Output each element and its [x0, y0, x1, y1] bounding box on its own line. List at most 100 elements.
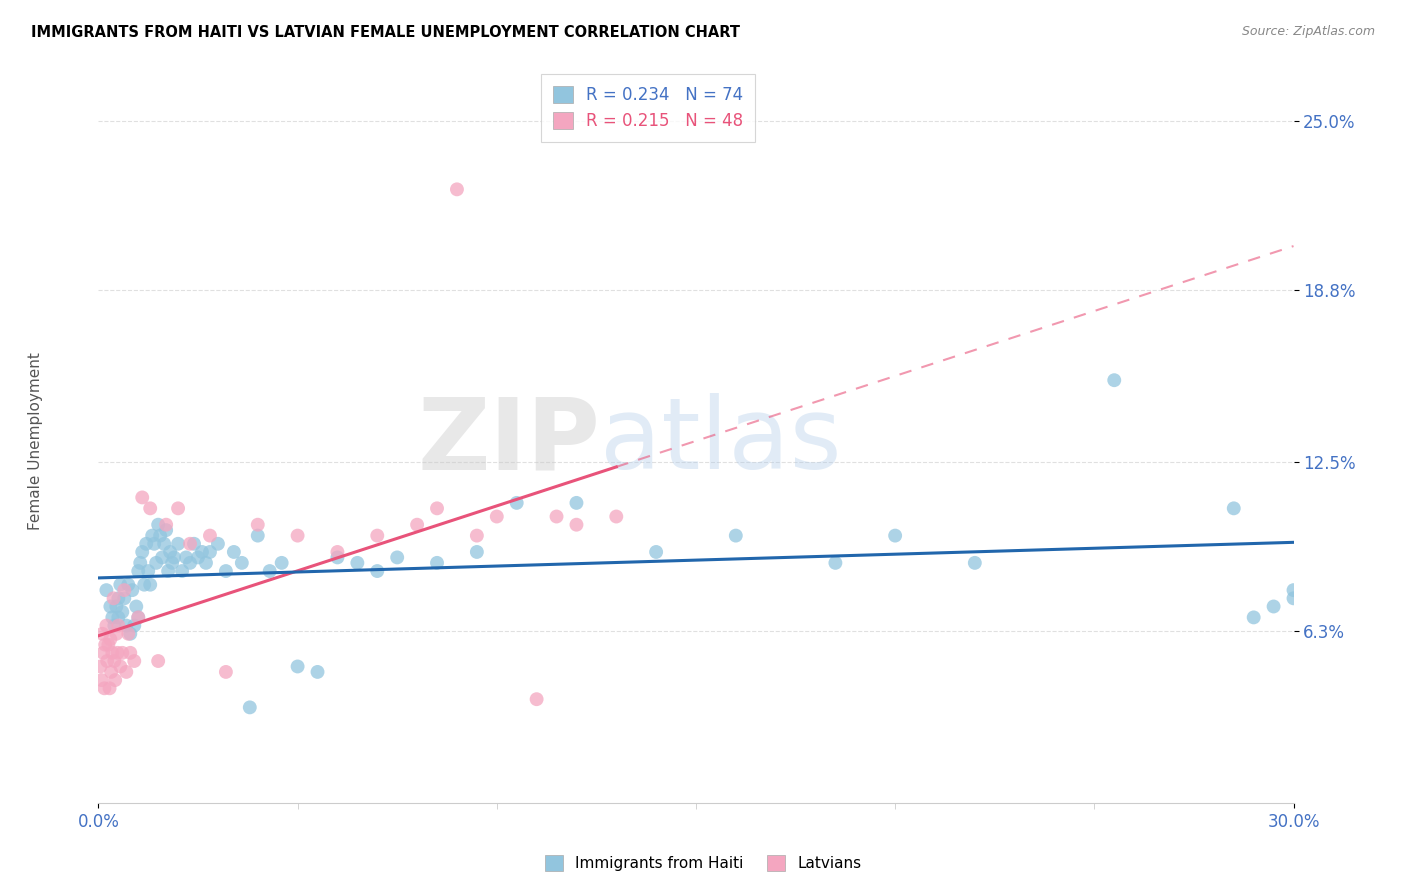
Point	[346, 556, 368, 570]
Point	[101, 610, 124, 624]
Point	[117, 626, 139, 640]
Point	[884, 528, 907, 542]
Point	[131, 491, 153, 505]
Point	[120, 626, 142, 640]
Point	[98, 681, 121, 696]
Point	[96, 583, 118, 598]
Y-axis label: Female Unemployment: Female Unemployment	[28, 352, 42, 531]
Point	[148, 517, 170, 532]
Point	[163, 550, 186, 565]
Point	[207, 537, 229, 551]
Point	[104, 673, 127, 687]
Point	[366, 528, 388, 542]
Point	[149, 528, 172, 542]
Point	[98, 599, 122, 614]
Point	[1263, 599, 1285, 614]
Point	[155, 523, 177, 537]
Point	[96, 654, 118, 668]
Point	[724, 528, 747, 542]
Point	[111, 646, 134, 660]
Text: ZIP: ZIP	[418, 393, 600, 490]
Point	[198, 528, 221, 542]
Point	[110, 659, 132, 673]
Point	[287, 659, 309, 673]
Legend: R = 0.234   N = 74, R = 0.215   N = 48: R = 0.234 N = 74, R = 0.215 N = 48	[541, 74, 755, 142]
Point	[136, 564, 159, 578]
Point	[326, 550, 349, 565]
Point	[167, 501, 190, 516]
Point	[1282, 591, 1305, 606]
Text: atlas: atlas	[600, 393, 842, 490]
Point	[107, 646, 129, 660]
Legend: Immigrants from Haiti, Latvians: Immigrants from Haiti, Latvians	[538, 849, 868, 877]
Point	[183, 537, 205, 551]
Point	[124, 654, 146, 668]
Point	[187, 550, 209, 565]
Point	[153, 537, 176, 551]
Point	[124, 618, 146, 632]
Point	[179, 556, 201, 570]
Point	[307, 665, 329, 679]
Point	[91, 646, 114, 660]
Point	[426, 501, 449, 516]
Point	[131, 545, 153, 559]
Point	[215, 564, 238, 578]
Point	[112, 591, 135, 606]
Point	[107, 618, 129, 632]
Point	[1243, 610, 1265, 624]
Point	[141, 528, 163, 542]
Point	[366, 564, 388, 578]
Point	[91, 626, 114, 640]
Point	[605, 509, 627, 524]
Point	[148, 654, 170, 668]
Point	[160, 556, 183, 570]
Point	[1223, 501, 1246, 516]
Point	[198, 545, 221, 559]
Point	[963, 556, 986, 570]
Point	[101, 646, 124, 660]
Point	[90, 673, 112, 687]
Point	[231, 556, 253, 570]
Point	[127, 610, 149, 624]
Point	[167, 537, 190, 551]
Point	[546, 509, 568, 524]
Point	[100, 665, 122, 679]
Point	[565, 496, 588, 510]
Point	[105, 626, 128, 640]
Point	[326, 545, 349, 559]
Point	[385, 550, 409, 565]
Point	[1282, 583, 1305, 598]
Point	[111, 605, 134, 619]
Point	[139, 577, 162, 591]
Point	[179, 537, 201, 551]
Text: Source: ZipAtlas.com: Source: ZipAtlas.com	[1241, 25, 1375, 38]
Point	[174, 550, 197, 565]
Point	[446, 182, 468, 196]
Point	[506, 496, 529, 510]
Point	[107, 591, 129, 606]
Point	[287, 528, 309, 542]
Point	[406, 517, 429, 532]
Point	[121, 583, 143, 598]
Point	[195, 556, 218, 570]
Point	[125, 599, 148, 614]
Point	[139, 501, 162, 516]
Point	[259, 564, 281, 578]
Point	[117, 577, 139, 591]
Point	[246, 517, 269, 532]
Point	[127, 564, 149, 578]
Point	[159, 545, 181, 559]
Point	[112, 583, 135, 598]
Point	[103, 654, 125, 668]
Point	[191, 545, 214, 559]
Point	[215, 665, 238, 679]
Point	[105, 599, 128, 614]
Point	[645, 545, 668, 559]
Point	[565, 517, 588, 532]
Point	[426, 556, 449, 570]
Point	[239, 700, 262, 714]
Point	[97, 638, 120, 652]
Point	[143, 537, 166, 551]
Point	[93, 681, 115, 696]
Point	[127, 610, 149, 624]
